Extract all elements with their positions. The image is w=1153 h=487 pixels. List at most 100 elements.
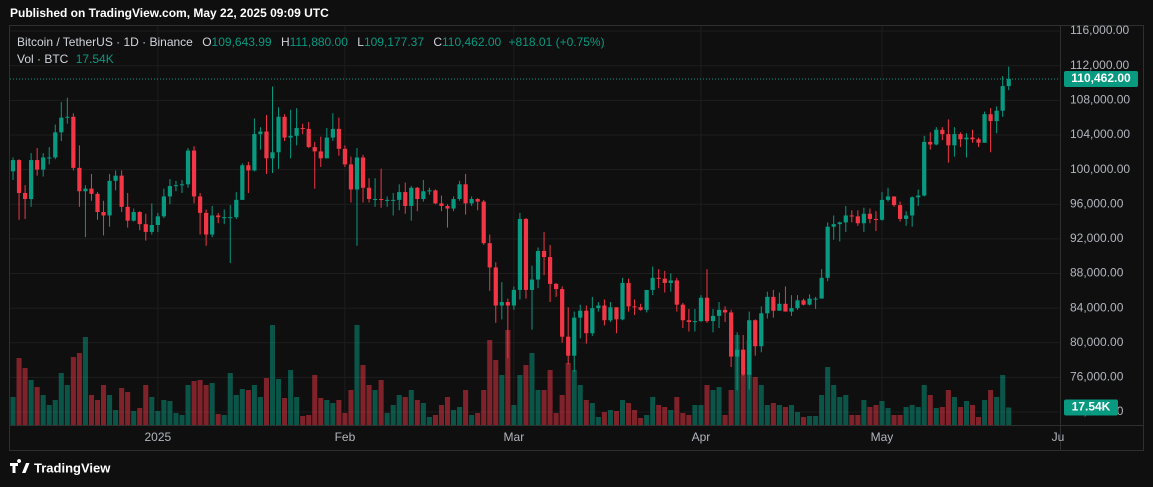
candle-body bbox=[680, 304, 685, 321]
volume-bar bbox=[577, 385, 583, 425]
candle-body bbox=[940, 129, 945, 135]
candle-body bbox=[107, 180, 112, 216]
candle-body bbox=[505, 302, 510, 306]
volume-bar bbox=[366, 385, 372, 425]
volume-bar bbox=[909, 405, 915, 425]
candle-body bbox=[855, 216, 860, 224]
volume-bar bbox=[125, 392, 131, 425]
volume-bar bbox=[686, 415, 692, 425]
volume-badge bbox=[1064, 399, 1118, 416]
volume-bar bbox=[969, 405, 976, 425]
y-tick-label: 104,000.00 bbox=[1070, 127, 1130, 141]
candle-body bbox=[149, 225, 154, 232]
candle-body bbox=[560, 289, 565, 337]
legend-change: +818.01 (+0.75%) bbox=[508, 35, 605, 49]
candle-body bbox=[433, 190, 438, 204]
x-tick-label: May bbox=[871, 430, 894, 444]
candle-body bbox=[119, 175, 124, 207]
volume-bar bbox=[861, 400, 867, 425]
volume-bar bbox=[348, 390, 354, 425]
volume-bar bbox=[155, 411, 161, 425]
volume-bar bbox=[951, 397, 957, 425]
candle-body bbox=[928, 141, 933, 145]
candle-body bbox=[511, 289, 516, 306]
candle-body bbox=[988, 114, 993, 122]
candle-body bbox=[765, 296, 770, 314]
candle-body bbox=[288, 135, 293, 138]
volume-bar bbox=[300, 416, 306, 425]
candle-body bbox=[95, 193, 100, 213]
volume-bar bbox=[1006, 407, 1012, 425]
volume-bar bbox=[644, 415, 650, 425]
candle-body bbox=[644, 289, 649, 310]
volume-bar bbox=[758, 385, 764, 425]
volume-bar bbox=[704, 385, 710, 425]
candle-body bbox=[354, 157, 360, 190]
candle-body bbox=[16, 160, 22, 193]
volume-bar bbox=[463, 390, 469, 425]
volume-bar bbox=[94, 400, 101, 425]
candle-body bbox=[795, 300, 800, 309]
volume-bar bbox=[710, 390, 716, 425]
candle-body bbox=[185, 150, 191, 185]
volume-bar bbox=[565, 363, 571, 425]
candle-body bbox=[493, 267, 498, 306]
volume-bar bbox=[517, 375, 523, 425]
candle-body bbox=[843, 215, 848, 223]
candle-body bbox=[385, 199, 390, 201]
volume-bar bbox=[101, 385, 107, 425]
volume-bar bbox=[957, 407, 963, 425]
candle-body bbox=[216, 215, 221, 218]
candle-body bbox=[41, 157, 46, 170]
volume-bar bbox=[245, 390, 251, 425]
legend-key: L bbox=[357, 35, 364, 49]
volume-bar bbox=[306, 415, 312, 425]
last-price-label: 110,462.00 bbox=[1071, 71, 1131, 85]
candle-body bbox=[783, 303, 788, 312]
volume-bar bbox=[209, 383, 215, 425]
candle-body bbox=[674, 280, 679, 305]
candle-body bbox=[958, 134, 963, 140]
volume-bar bbox=[475, 413, 481, 425]
volume-bar bbox=[764, 405, 770, 425]
candle-body bbox=[89, 188, 94, 194]
volume-bar bbox=[867, 407, 873, 425]
candle-body bbox=[686, 320, 691, 322]
volume-bar bbox=[58, 373, 64, 425]
volume-bar bbox=[885, 408, 891, 425]
legend-value: 109,177.37 bbox=[363, 35, 424, 49]
volume-bar bbox=[740, 375, 746, 425]
volume-bar bbox=[728, 390, 734, 425]
symbol: Bitcoin / TetherUS · 1D · Binance bbox=[17, 35, 193, 49]
candle-body bbox=[270, 152, 275, 159]
volume-bar bbox=[396, 395, 402, 425]
volume-bar bbox=[837, 397, 843, 425]
candle-body bbox=[35, 160, 40, 170]
candle-body bbox=[29, 160, 34, 200]
candle-body bbox=[415, 187, 420, 200]
candle-body bbox=[873, 218, 879, 220]
candle-body bbox=[807, 298, 812, 305]
candle-body bbox=[372, 199, 378, 201]
candle-body bbox=[155, 216, 160, 225]
y-tick-label: 92,000.00 bbox=[1070, 231, 1124, 245]
candle-body bbox=[650, 277, 655, 290]
volume-bar bbox=[119, 388, 125, 425]
candle-body bbox=[596, 305, 601, 309]
volume-bar bbox=[656, 405, 662, 425]
volume-bar bbox=[879, 401, 885, 425]
candle-body bbox=[47, 157, 52, 159]
volume-bar bbox=[318, 398, 324, 425]
volume-bar bbox=[680, 413, 686, 425]
volume-bar bbox=[927, 395, 933, 425]
volume-bar bbox=[831, 385, 837, 425]
legend-key: O bbox=[202, 35, 212, 49]
candle-body bbox=[22, 192, 28, 200]
volume-bar bbox=[227, 373, 233, 425]
volume-bar bbox=[149, 397, 155, 425]
candle-body bbox=[197, 196, 203, 213]
candle-body bbox=[125, 206, 130, 221]
y-tick-label: 100,000.00 bbox=[1070, 162, 1130, 176]
volume-bar bbox=[505, 330, 511, 425]
